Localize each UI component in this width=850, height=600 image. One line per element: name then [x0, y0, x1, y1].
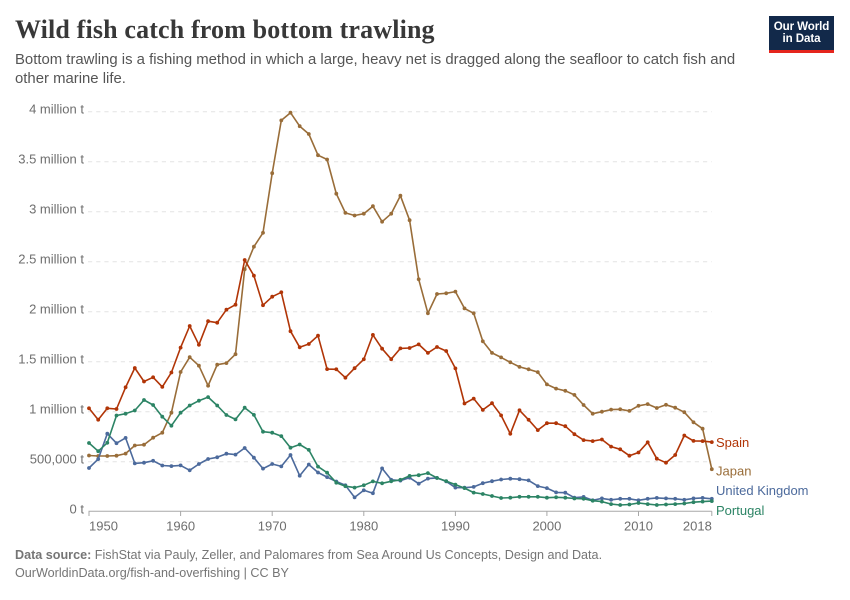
svg-text:2010: 2010 [624, 519, 653, 534]
svg-text:1.5 million t: 1.5 million t [18, 352, 84, 367]
svg-text:2.5 million t: 2.5 million t [18, 252, 84, 267]
svg-text:2 million t: 2 million t [29, 302, 84, 317]
svg-text:1960: 1960 [166, 519, 195, 534]
svg-text:Portugal: Portugal [716, 503, 765, 518]
svg-text:1970: 1970 [258, 519, 287, 534]
svg-text:1950: 1950 [89, 519, 118, 534]
svg-text:2000: 2000 [532, 519, 561, 534]
svg-text:4 million t: 4 million t [29, 102, 84, 117]
svg-text:0 t: 0 t [70, 502, 85, 517]
svg-text:3 million t: 3 million t [29, 202, 84, 217]
svg-text:Japan: Japan [716, 464, 751, 479]
svg-text:United Kingdom: United Kingdom [716, 483, 809, 498]
svg-text:3.5 million t: 3.5 million t [18, 152, 84, 167]
svg-text:1 million t: 1 million t [29, 402, 84, 417]
svg-text:2018: 2018 [683, 519, 712, 534]
svg-text:1980: 1980 [349, 519, 378, 534]
svg-text:500,000 t: 500,000 t [30, 452, 85, 467]
svg-text:1990: 1990 [441, 519, 470, 534]
svg-text:Spain: Spain [716, 435, 749, 450]
